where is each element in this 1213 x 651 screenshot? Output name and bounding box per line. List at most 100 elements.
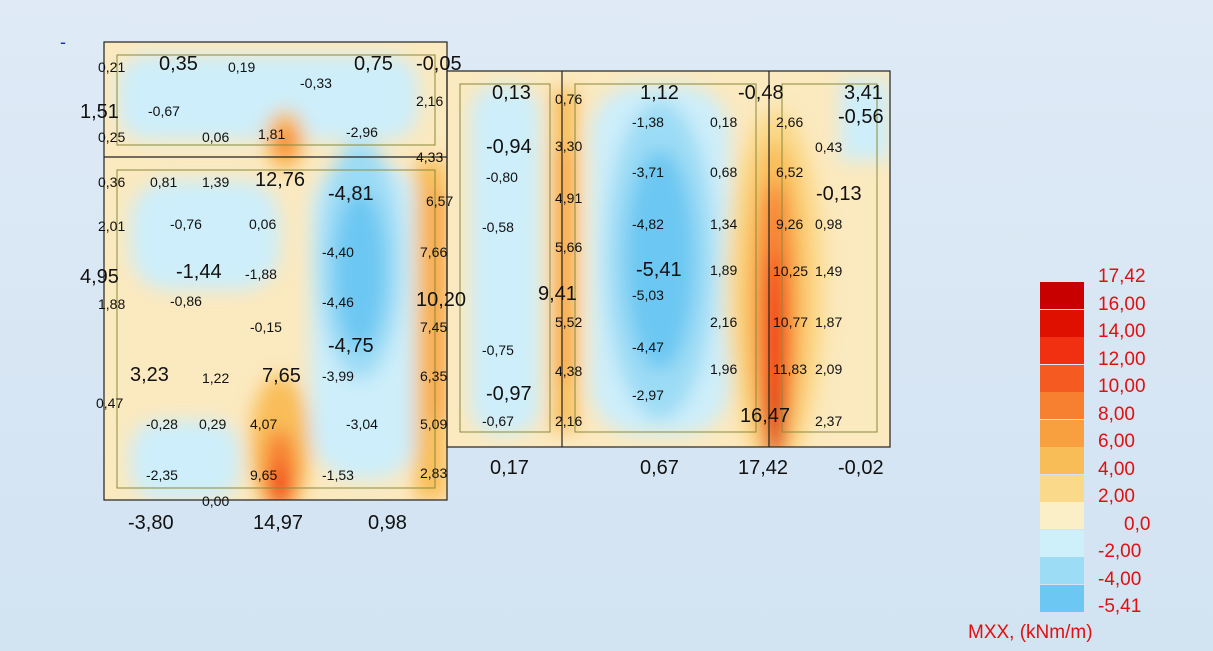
value-label: 11,83 xyxy=(773,361,807,377)
value-label: 0,43 xyxy=(815,139,842,155)
value-label: -0,33 xyxy=(300,75,332,91)
value-label: 1,39 xyxy=(202,174,229,190)
value-label: -0,86 xyxy=(170,293,202,309)
value-label: -0,02 xyxy=(838,457,884,479)
value-label: -0,58 xyxy=(482,219,514,235)
value-label: -0,97 xyxy=(486,383,532,405)
value-label: -0,76 xyxy=(170,216,202,232)
value-label: 1,88 xyxy=(98,296,125,312)
value-label: 1,81 xyxy=(258,126,285,142)
panel-outlines xyxy=(116,54,878,489)
legend-title: MXX, (kNm/m) xyxy=(968,622,1093,643)
value-label: -0,05 xyxy=(416,53,462,75)
value-label: 4,33 xyxy=(416,149,443,165)
value-label: -2,97 xyxy=(632,387,664,403)
value-label: 3,23 xyxy=(130,364,169,386)
value-label: 1,22 xyxy=(202,370,229,386)
value-label: 9,41 xyxy=(538,283,577,305)
value-label: 0,19 xyxy=(228,59,255,75)
value-label: 7,66 xyxy=(420,244,447,260)
value-label: 0,29 xyxy=(199,416,226,432)
value-label: 9,26 xyxy=(776,216,803,232)
value-label: 0,75 xyxy=(354,53,393,75)
value-label: -1,44 xyxy=(176,261,222,283)
value-label: 0,36 xyxy=(98,174,125,190)
value-label: -2,96 xyxy=(346,124,378,140)
value-label: 0,06 xyxy=(249,216,276,232)
value-label: -4,82 xyxy=(632,216,664,232)
value-label: 3,41 xyxy=(844,82,883,104)
legend-swatch xyxy=(1040,364,1084,392)
value-label: -0,48 xyxy=(738,82,784,104)
value-label: 3,30 xyxy=(555,138,582,154)
legend-tick-label: 4,00 xyxy=(1098,458,1135,480)
value-label: -0,56 xyxy=(838,106,884,128)
value-label: 17,42 xyxy=(738,457,788,479)
value-label: 0,67 xyxy=(640,457,679,479)
value-label: 4,95 xyxy=(80,266,119,288)
legend-swatch xyxy=(1040,584,1084,612)
value-label: -3,71 xyxy=(632,164,664,180)
value-label: 0,68 xyxy=(710,164,737,180)
value-label: 4,07 xyxy=(250,416,277,432)
value-label: 5,52 xyxy=(555,314,582,330)
value-label: 0,35 xyxy=(159,53,198,75)
legend-tick-label: -2,00 xyxy=(1098,541,1142,562)
value-label: 6,57 xyxy=(426,193,453,209)
value-label: -2,35 xyxy=(146,467,178,483)
value-label: 2,16 xyxy=(555,413,582,429)
value-label: 1,12 xyxy=(640,82,679,104)
value-label: 1,51 xyxy=(80,101,119,123)
legend-tick-label: -5,41 xyxy=(1098,596,1142,617)
legend-swatch xyxy=(1040,392,1084,419)
value-label: 0,25 xyxy=(98,129,125,145)
legend-swatch xyxy=(1040,282,1084,309)
value-label: 0,06 xyxy=(202,129,229,145)
value-label: -0,13 xyxy=(816,183,862,205)
value-label: -3,99 xyxy=(322,368,354,384)
legend-swatch xyxy=(1040,529,1084,557)
value-label: -0,15 xyxy=(250,319,282,335)
value-label: 2,66 xyxy=(776,114,803,130)
value-label: 9,65 xyxy=(250,467,277,483)
value-label: -4,47 xyxy=(632,339,664,355)
legend-tick-label: 6,00 xyxy=(1098,431,1135,452)
value-labels: 0,35 0,75 -0,05 0,21 0,19 -0,33 1,51 -0,67 0,25 0… xyxy=(80,53,884,534)
value-label: 5,66 xyxy=(555,239,582,255)
value-label: 0,47 xyxy=(96,395,123,411)
value-label: 0,18 xyxy=(710,114,737,130)
value-label: 7,45 xyxy=(420,319,447,335)
value-label: 2,16 xyxy=(416,93,443,109)
value-label: -0,80 xyxy=(486,169,518,185)
value-label: -5,41 xyxy=(636,259,682,281)
value-label: 16,47 xyxy=(740,405,790,427)
legend-swatch xyxy=(1040,337,1084,364)
value-label: 1,96 xyxy=(710,361,737,377)
value-label: 2,83 xyxy=(420,465,447,481)
slab-outlines xyxy=(103,41,891,501)
value-label: -5,03 xyxy=(632,287,664,303)
value-label: 2,16 xyxy=(710,314,737,330)
legend-swatch xyxy=(1040,502,1084,529)
value-label: -1,38 xyxy=(632,114,664,130)
legend-swatch xyxy=(1040,419,1084,447)
legend-swatch xyxy=(1040,309,1084,337)
right-slab-field xyxy=(447,71,890,447)
legend-swatch xyxy=(1040,474,1084,502)
value-label: 0,76 xyxy=(555,91,582,107)
value-label: -0,67 xyxy=(148,103,180,119)
value-label: -3,04 xyxy=(346,416,378,432)
value-label: 0,00 xyxy=(202,493,229,509)
value-label: 0,98 xyxy=(815,216,842,232)
legend-tick-label: 14,00 xyxy=(1098,321,1146,342)
value-label: 10,25 xyxy=(773,263,808,279)
value-label: -4,40 xyxy=(322,244,354,260)
legend-tick-label: 0,0 xyxy=(1124,513,1151,535)
value-label: 12,76 xyxy=(255,169,305,191)
legend-tick-label: 12,00 xyxy=(1098,348,1146,370)
value-label: 6,35 xyxy=(420,368,447,384)
value-label: 1,34 xyxy=(710,216,737,232)
legend-swatch xyxy=(1040,557,1084,584)
value-label: -4,75 xyxy=(328,335,374,357)
legend-tick-label: 2,00 xyxy=(1098,486,1135,507)
